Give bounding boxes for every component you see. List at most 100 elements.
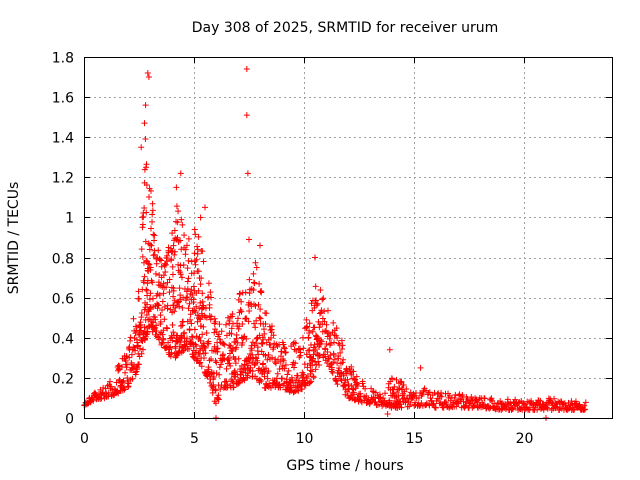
data-point — [176, 285, 183, 292]
data-point — [400, 381, 407, 388]
data-point — [551, 395, 558, 402]
data-point — [404, 395, 411, 402]
data-point — [217, 361, 224, 368]
data-point — [210, 381, 217, 388]
data-point — [139, 253, 146, 260]
data-point — [242, 289, 249, 296]
data-point — [163, 284, 170, 291]
data-point — [171, 248, 178, 255]
data-point — [142, 135, 149, 142]
data-point — [316, 341, 323, 348]
data-point — [166, 344, 173, 351]
data-point — [354, 382, 361, 389]
data-point — [314, 300, 321, 307]
data-point — [313, 297, 320, 304]
data-point — [572, 398, 579, 405]
data-point — [426, 389, 433, 396]
data-point — [544, 405, 551, 412]
data-point — [262, 320, 269, 327]
data-point — [334, 381, 341, 388]
data-point — [177, 292, 184, 299]
data-point — [281, 365, 288, 372]
data-point — [169, 230, 176, 237]
data-point — [157, 318, 164, 325]
data-point — [192, 231, 199, 238]
tick-labels: 0 0.2 0.4 0.6 0.8 1 1.2 1.4 1.6 1.8 0 5 10 15 20 — [52, 51, 534, 448]
data-point — [252, 324, 259, 331]
data-point — [184, 242, 191, 249]
data-point — [244, 170, 251, 177]
data-point — [161, 316, 168, 323]
data-point — [201, 343, 208, 350]
data-point — [180, 330, 187, 337]
y-tick-label: 1.6 — [52, 91, 74, 107]
data-point — [127, 334, 134, 341]
data-point — [133, 323, 140, 330]
data-point — [537, 405, 544, 412]
data-point — [300, 371, 307, 378]
data-point — [253, 340, 260, 347]
data-point — [384, 410, 391, 417]
data-point — [152, 316, 159, 323]
data-point — [316, 310, 323, 317]
data-point — [166, 276, 173, 283]
data-point — [318, 307, 325, 314]
data-point — [252, 302, 259, 309]
data-point — [397, 401, 404, 408]
data-point — [182, 246, 189, 253]
data-point — [504, 396, 511, 403]
data-point — [145, 260, 152, 267]
data-point — [183, 294, 190, 301]
data-point — [169, 248, 176, 255]
data-point — [147, 264, 154, 271]
data-point — [398, 378, 405, 385]
data-point — [233, 344, 240, 351]
data-point — [215, 331, 222, 338]
data-point — [164, 325, 171, 332]
data-point — [136, 361, 143, 368]
data-point — [470, 402, 477, 409]
data-point — [245, 318, 252, 325]
data-point — [281, 345, 288, 352]
y-tick-label: 1.2 — [52, 171, 74, 187]
data-point — [169, 263, 176, 270]
data-point — [282, 349, 289, 356]
data-point — [567, 402, 574, 409]
data-point — [227, 362, 234, 369]
data-point — [160, 272, 167, 279]
data-point — [270, 332, 277, 339]
data-point — [195, 233, 202, 240]
data-point — [258, 378, 265, 385]
data-point — [267, 341, 274, 348]
data-point — [330, 319, 337, 326]
data-point — [127, 337, 134, 344]
data-point — [471, 402, 478, 409]
data-point — [191, 250, 198, 257]
y-tick-label: 0.8 — [52, 252, 74, 268]
data-point — [312, 346, 319, 353]
plot-frame — [84, 57, 613, 419]
data-point — [184, 294, 191, 301]
data-point — [186, 300, 193, 307]
data-point — [323, 341, 330, 348]
data-point — [231, 367, 238, 374]
data-point — [243, 66, 250, 73]
data-point — [149, 218, 156, 225]
data-point — [164, 258, 171, 265]
data-point — [456, 391, 463, 398]
data-point — [346, 385, 353, 392]
data-point — [331, 356, 338, 363]
data-point — [438, 389, 445, 396]
data-point — [237, 290, 244, 297]
data-point — [164, 252, 171, 259]
data-point — [155, 301, 162, 308]
data-point — [154, 333, 161, 340]
data-point — [321, 318, 328, 325]
data-point — [213, 359, 220, 366]
data-point — [138, 310, 145, 317]
data-point — [440, 404, 447, 411]
data-point — [188, 339, 195, 346]
data-point — [432, 404, 439, 411]
data-point — [348, 371, 355, 378]
data-point — [162, 268, 169, 275]
